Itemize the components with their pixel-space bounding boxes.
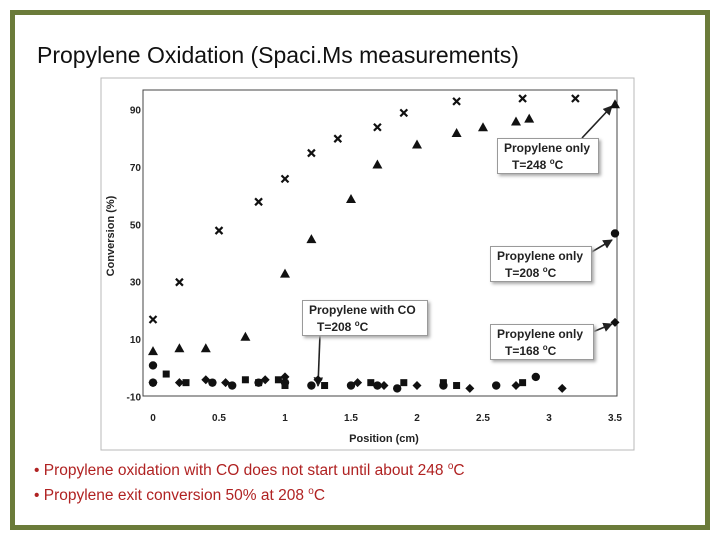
data-point-triangle xyxy=(306,234,317,244)
annotation-line2: T=208 oC xyxy=(317,319,369,334)
data-point-diamond xyxy=(610,317,620,327)
data-point-diamond xyxy=(201,375,211,385)
x-tick-label: 1.5 xyxy=(344,413,358,424)
x-tick-label: 0 xyxy=(150,413,156,424)
data-point-x xyxy=(333,134,343,143)
annotation-propylene-only-248: Propylene only T=248 oC xyxy=(497,138,599,174)
x-tick-label: 1 xyxy=(282,413,288,424)
bullet-item: • Propylene oxidation with CO does not s… xyxy=(34,461,465,480)
data-point-x xyxy=(148,315,158,324)
data-point-triangle xyxy=(412,139,422,149)
x-tick-label: 3.5 xyxy=(608,413,622,424)
data-point-triangle xyxy=(148,346,158,356)
annotation-line2: T=208 oC xyxy=(505,265,557,280)
annotation-line1: Propylene only xyxy=(504,141,591,155)
data-point-x xyxy=(518,94,527,103)
annotation-propylene-only-208: Propylene only T=208 oC xyxy=(490,246,592,282)
y-tick-label: 50 xyxy=(130,220,142,231)
data-point-circle xyxy=(148,361,158,370)
y-axis-label: Conversion (%) xyxy=(105,195,117,276)
data-point-triangle xyxy=(372,159,383,169)
data-point-square xyxy=(321,382,329,390)
data-point-diamond xyxy=(465,383,475,393)
data-point-diamond xyxy=(412,381,422,391)
data-point-triangle xyxy=(346,193,356,203)
data-point-square xyxy=(274,376,282,384)
data-point-x xyxy=(373,122,382,132)
data-point-x xyxy=(280,174,290,184)
data-point-diamond xyxy=(511,381,521,391)
data-point-circle xyxy=(228,381,237,390)
data-point-circle xyxy=(610,229,620,238)
data-point-x xyxy=(175,277,184,287)
data-point-triangle xyxy=(280,268,290,278)
data-point-triangle xyxy=(451,127,462,137)
x-tick-label: 2.5 xyxy=(476,413,490,424)
y-tick-label: 10 xyxy=(130,335,142,346)
data-point-diamond xyxy=(221,378,231,388)
data-point-x xyxy=(254,197,263,207)
data-point-square xyxy=(255,379,263,387)
annotation-line1: Propylene only xyxy=(497,249,584,263)
annotation-line1: Propylene with CO xyxy=(309,303,416,317)
data-point-diamond xyxy=(280,372,290,382)
data-point-square xyxy=(367,379,375,387)
data-point-x xyxy=(571,94,580,103)
data-point-x xyxy=(452,97,461,106)
data-point-diamond xyxy=(557,383,567,393)
annotation-line1: Propylene only xyxy=(497,327,584,341)
data-point-square xyxy=(519,379,527,387)
data-point-circle xyxy=(531,372,540,382)
annotation-arrow xyxy=(581,105,613,139)
data-point-circle xyxy=(346,381,356,390)
y-tick-label: 70 xyxy=(130,163,142,174)
data-point-circle xyxy=(208,378,217,387)
y-tick-label: 90 xyxy=(130,106,142,117)
data-point-triangle xyxy=(200,343,211,353)
data-point-square xyxy=(281,382,289,390)
data-point-diamond xyxy=(260,375,270,385)
data-point-diamond xyxy=(379,381,389,391)
x-tick-label: 0.5 xyxy=(212,413,226,424)
data-point-triangle xyxy=(174,343,185,353)
data-point-triangle xyxy=(478,122,488,132)
data-point-triangle xyxy=(524,113,535,123)
data-point-triangle xyxy=(610,99,620,109)
slide-title: Propylene Oxidation (Spaci.Ms measuremen… xyxy=(37,42,519,68)
data-point-diamond xyxy=(148,378,158,388)
annotation-propylene-with-co-208: Propylene with CO T=208 oC xyxy=(302,300,428,336)
data-point-circle xyxy=(307,381,316,390)
data-point-square xyxy=(162,370,170,378)
x-axis-label: Position (cm) xyxy=(349,433,419,445)
data-point-square xyxy=(453,382,461,390)
x-tick-label: 3 xyxy=(546,413,552,424)
y-tick-label: -10 xyxy=(127,393,142,404)
data-point-triangle xyxy=(511,116,521,126)
data-point-triangle xyxy=(240,331,251,341)
data-point-diamond xyxy=(313,375,323,385)
bullet-list: • Propylene oxidation with CO does not s… xyxy=(34,456,654,506)
data-point-diamond xyxy=(174,378,184,388)
data-point-square xyxy=(439,379,447,387)
data-point-circle xyxy=(492,381,501,390)
data-point-x xyxy=(214,226,224,235)
x-tick-label: 2 xyxy=(414,413,420,424)
data-point-x xyxy=(307,148,316,158)
annotation-line2: T=168 oC xyxy=(505,343,557,358)
data-point-diamond xyxy=(353,378,363,388)
data-point-circle xyxy=(393,384,402,393)
data-point-x xyxy=(399,108,409,118)
data-point-square xyxy=(400,379,408,387)
data-point-square xyxy=(182,379,190,387)
data-point-square xyxy=(241,376,249,384)
annotation-line2: T=248 oC xyxy=(512,157,564,172)
bullet-item: • Propylene exit conversion 50% at 208 o… xyxy=(34,486,326,505)
y-tick-label: 30 xyxy=(130,278,142,289)
data-point-circle xyxy=(373,381,382,390)
annotation-propylene-only-168: Propylene only T=168 oC xyxy=(490,324,594,360)
